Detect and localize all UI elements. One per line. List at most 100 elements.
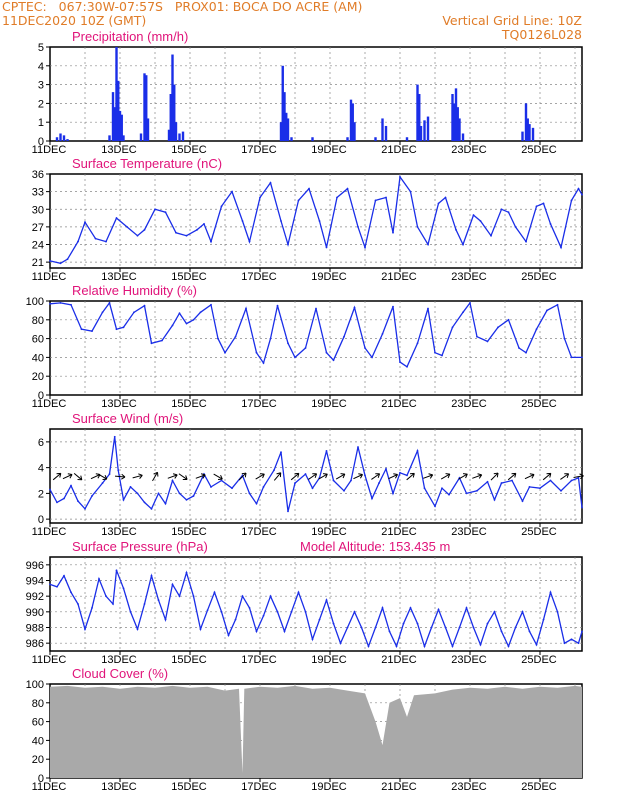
x-tick-label: 15DEC — [171, 398, 207, 410]
data-point — [157, 599, 160, 601]
wind-arrow-shaft — [542, 473, 552, 481]
wind-arrow-head — [564, 473, 570, 478]
wind-arrow-head — [428, 473, 434, 479]
y-tick-label: 992 — [26, 591, 44, 603]
y-tick-label: 996 — [26, 560, 44, 572]
data-point — [392, 231, 394, 234]
data-point — [203, 223, 205, 225]
precip-bar — [311, 137, 314, 141]
data-point — [80, 328, 83, 331]
data-point — [84, 507, 86, 510]
precip-bar — [349, 99, 353, 141]
data-point — [472, 626, 475, 629]
wind-arrow — [52, 472, 62, 481]
wind-arrow-shaft — [371, 473, 380, 480]
data-point — [164, 211, 167, 214]
y-tick-label: 80 — [32, 315, 44, 327]
x-tick-label: 25DEC — [521, 144, 557, 156]
data-point — [353, 306, 356, 309]
data-point — [143, 501, 146, 504]
wind-arrow-shaft — [507, 473, 517, 481]
data-point — [315, 307, 317, 310]
y-tick-label: 100 — [26, 296, 44, 308]
wind-arrow — [167, 473, 178, 479]
wind-arrow-head — [579, 473, 584, 480]
precip-bar — [451, 94, 454, 141]
wind-arrow-head — [294, 472, 300, 478]
x-tick-label: 25DEC — [521, 271, 557, 283]
wind-arrow-shaft — [255, 473, 265, 480]
data-point — [255, 502, 258, 505]
wind-arrow — [353, 473, 363, 480]
data-point — [70, 484, 72, 487]
y-tick-label: 3 — [38, 80, 44, 92]
data-point — [325, 246, 328, 249]
y-tick-label: 990 — [26, 607, 44, 619]
wind-arrow-shaft — [524, 474, 535, 480]
data-point — [385, 196, 387, 199]
x-tick-label: 21DEC — [381, 271, 417, 283]
y-tick-label: 0 — [38, 514, 44, 526]
data-point — [395, 645, 398, 648]
data-point — [105, 240, 107, 243]
data-point — [399, 361, 401, 363]
wind-arrow — [62, 473, 73, 480]
data-point — [297, 591, 300, 594]
wind-arrow-shaft — [213, 473, 223, 480]
data-point — [262, 486, 265, 488]
data-point — [122, 498, 125, 501]
data-point — [392, 492, 394, 495]
data-point — [546, 309, 548, 312]
wind-arrow-head — [477, 473, 483, 479]
precip-bar — [353, 122, 356, 141]
data-point — [115, 569, 118, 572]
data-point — [455, 228, 457, 231]
data-point — [430, 626, 433, 629]
precip-bar — [346, 137, 349, 141]
precip-bar — [283, 92, 286, 141]
data-point — [178, 312, 181, 315]
x-tick-label: 15DEC — [171, 781, 207, 793]
data-point — [192, 495, 195, 497]
data-point — [49, 260, 51, 262]
y-tick-label: 100 — [26, 679, 44, 691]
data-point — [185, 322, 188, 325]
data-point — [364, 474, 366, 477]
precip-bar — [351, 103, 354, 141]
wind-arrow-shaft — [318, 473, 328, 480]
x-tick-label: 15DEC — [171, 526, 207, 538]
wind-arrow-head — [56, 472, 62, 478]
data-point — [535, 205, 538, 208]
data-point — [350, 479, 352, 482]
wind-arrow — [97, 473, 108, 481]
wind-arrow-head — [511, 472, 517, 478]
data-point — [129, 486, 132, 488]
precip-bar — [113, 107, 116, 141]
x-tick-label: 19DEC — [311, 398, 347, 410]
data-point — [136, 234, 139, 237]
data-point — [91, 330, 93, 332]
data-point — [549, 223, 552, 225]
wind-arrow — [178, 473, 188, 481]
data-point — [542, 618, 545, 621]
y-tick-label: 0 — [38, 390, 44, 402]
data-point — [378, 482, 380, 484]
wind-arrow — [152, 471, 159, 482]
panel-title: Surface Temperature (nC) — [72, 156, 222, 171]
wind-arrow-shaft — [560, 473, 569, 480]
wind-arrow-head — [138, 473, 143, 479]
data-point — [77, 240, 79, 243]
data-point — [133, 311, 135, 314]
data-point — [434, 351, 436, 354]
x-tick-label: 17DEC — [241, 271, 277, 283]
data-point — [507, 318, 510, 321]
precip-bar — [115, 47, 118, 141]
data-point — [143, 304, 146, 307]
data-point — [490, 234, 492, 237]
y-tick-label: 986 — [26, 638, 44, 650]
data-point — [507, 211, 510, 214]
data-point — [231, 190, 233, 193]
data-point — [175, 231, 177, 234]
data-point — [70, 591, 72, 594]
data-point — [231, 487, 233, 490]
